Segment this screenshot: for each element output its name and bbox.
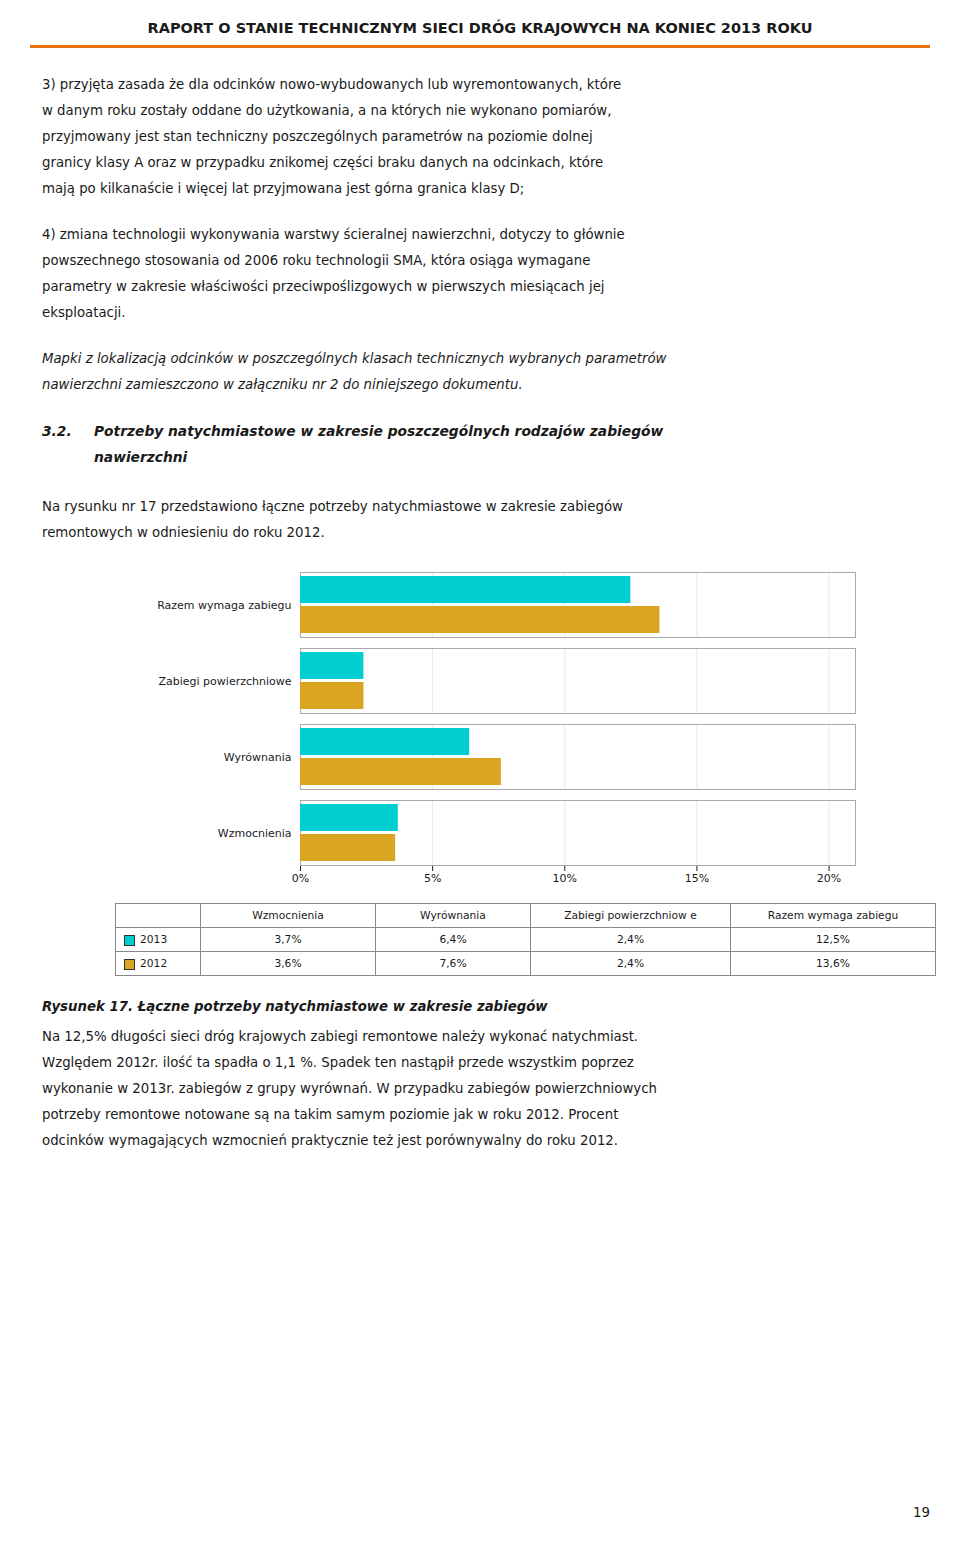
html-text:2,4%: 2,4% xyxy=(616,933,645,946)
svg-text:0%: 0% xyxy=(292,872,309,885)
html-text:2013: 2013 xyxy=(140,933,168,946)
html-text:Wyrównania: Wyrównania xyxy=(420,909,486,922)
html-text:3,6%: 3,6% xyxy=(274,957,302,970)
html-text:Względem 2012r. ilość ta spadł: Względem 2012r. ilość ta spadła o 1,1 %.… xyxy=(42,1055,634,1070)
html-text:13,6%: 13,6% xyxy=(816,957,850,970)
html-text:granicy klasy A oraz w przypad: granicy klasy A oraz w przypadku znikome… xyxy=(42,155,604,170)
svg-text:20%: 20% xyxy=(817,872,841,885)
html-text:4) zmiana technologii wykonywa: 4) zmiana technologii wykonywania warstw… xyxy=(42,227,625,242)
html-text:odcinków wymagających wzmocnie: odcinków wymagających wzmocnień praktycz… xyxy=(42,1133,618,1148)
html-text:Wzmocnienia: Wzmocnienia xyxy=(252,909,324,922)
html-text:3) przyjęta zasada że dla odci: 3) przyjęta zasada że dla odcinków nowo-… xyxy=(42,77,622,92)
html-text:6,4%: 6,4% xyxy=(439,933,467,946)
html-text:wykonanie w 2013r. zabiegów z: wykonanie w 2013r. zabiegów z grupy wyró… xyxy=(42,1081,657,1096)
html-text:Rysunek 17. Łączne potrzeby na: Rysunek 17. Łączne potrzeby natychmiasto… xyxy=(42,999,548,1014)
html-text:remontowych w odniesieniu do r: remontowych w odniesieniu do roku 2012. xyxy=(42,525,325,540)
html-text:potrzeby remontowe notowane są: potrzeby remontowe notowane są na takim … xyxy=(42,1107,619,1122)
html-text:powszechnego stosowania od 200: powszechnego stosowania od 2006 roku tec… xyxy=(42,253,591,268)
html-text:3,7%: 3,7% xyxy=(274,933,302,946)
svg-text:Razem wymaga zabiegu: Razem wymaga zabiegu xyxy=(157,599,291,612)
html-text:nawierzchni zamieszczono w zał: nawierzchni zamieszczono w załączniku nr… xyxy=(42,377,523,392)
html-text:eksploatacji.: eksploatacji. xyxy=(42,305,126,320)
html-text:7,6%: 7,6% xyxy=(439,957,467,970)
html-text:mają po kilkanaście i więcej l: mają po kilkanaście i więcej lat przyjmo… xyxy=(42,181,525,196)
html-text:parametry w zakresie właściwoś: parametry w zakresie właściwości przeciw… xyxy=(42,279,605,294)
svg-text:10%: 10% xyxy=(553,872,577,885)
svg-text:Zabiegi powierzchniowe: Zabiegi powierzchniowe xyxy=(159,675,292,688)
html-text:Na rysunku nr 17 przedstawiono: Na rysunku nr 17 przedstawiono łączne po… xyxy=(42,499,623,514)
html-text:Zabiegi powierzchniow e: Zabiegi powierzchniow e xyxy=(564,909,697,922)
html-text:Mapki z lokalizacją odcinków w: Mapki z lokalizacją odcinków w poszczegó… xyxy=(42,351,667,366)
html-text:12,5%: 12,5% xyxy=(816,933,850,946)
svg-text:Wzmocnienia: Wzmocnienia xyxy=(218,827,292,840)
html-text:przyjmowany jest stan technicz: przyjmowany jest stan techniczny poszcze… xyxy=(42,129,593,144)
svg-text:15%: 15% xyxy=(685,872,709,885)
html-text:w danym roku zostały oddane do: w danym roku zostały oddane do użytkowan… xyxy=(42,103,612,118)
svg-text:Wyrównania: Wyrównania xyxy=(224,751,292,764)
html-text:3.2.: 3.2. xyxy=(42,423,72,439)
html-text:19: 19 xyxy=(913,1505,930,1520)
svg-text:5%: 5% xyxy=(424,872,441,885)
html-text:Potrzeby natychmiastowe w zakr: Potrzeby natychmiastowe w zakresie poszc… xyxy=(94,423,664,439)
html-text:2012: 2012 xyxy=(140,957,168,970)
html-text:nawierzchni: nawierzchni xyxy=(94,449,188,465)
html-text:Razem wymaga zabiegu: Razem wymaga zabiegu xyxy=(767,909,899,922)
html-text:Na 12,5% długości sieci dróg k: Na 12,5% długości sieci dróg krajowych z… xyxy=(42,1029,639,1044)
html-text:2,4%: 2,4% xyxy=(616,957,645,970)
html-text:RAPORT O STANIE TECHNICZNYM SI: RAPORT O STANIE TECHNICZNYM SIECI DRÓG K… xyxy=(147,20,813,36)
